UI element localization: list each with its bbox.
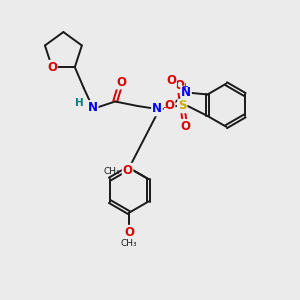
Text: O: O [166, 74, 176, 87]
Text: N: N [88, 101, 98, 114]
Text: −: − [163, 103, 171, 113]
Text: CH₃: CH₃ [104, 167, 120, 176]
Text: O: O [174, 79, 184, 92]
Text: N: N [152, 103, 162, 116]
Text: N: N [181, 86, 191, 100]
Text: O: O [124, 226, 134, 238]
Text: CH₃: CH₃ [121, 239, 137, 248]
Text: H: H [75, 98, 84, 108]
Text: O: O [165, 99, 175, 112]
Text: O: O [47, 61, 57, 74]
Text: +: + [181, 82, 188, 91]
Text: O: O [180, 120, 190, 133]
Text: O: O [116, 76, 126, 88]
Text: O: O [123, 164, 133, 177]
Text: S: S [178, 100, 187, 112]
